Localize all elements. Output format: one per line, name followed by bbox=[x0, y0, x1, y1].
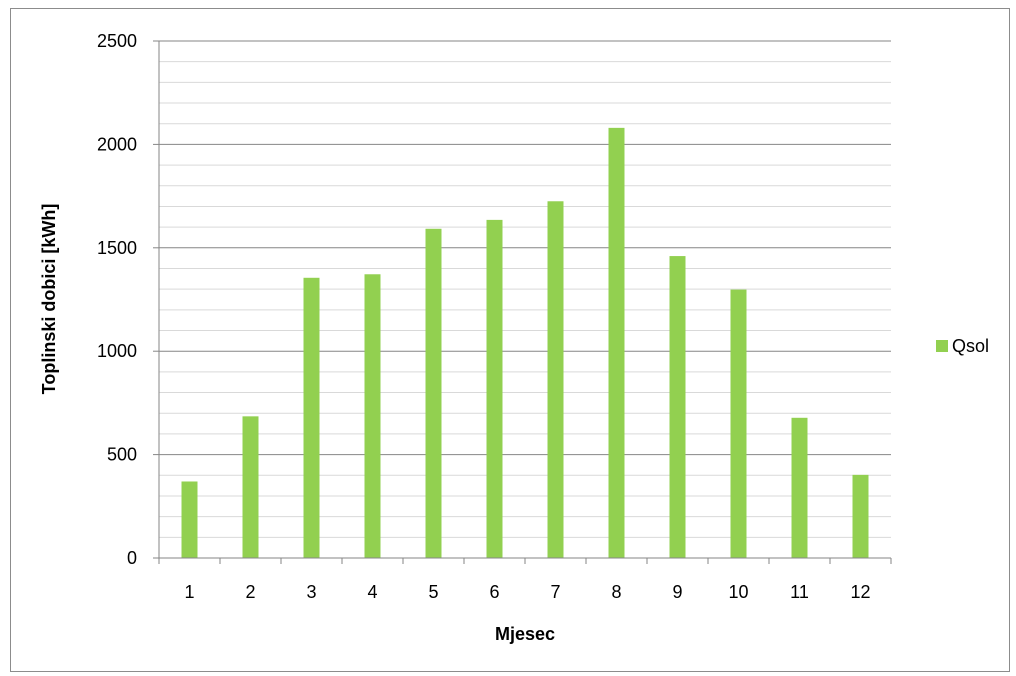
x-axis-title: Mjesec bbox=[495, 624, 555, 644]
bar-month-11 bbox=[791, 417, 808, 558]
bar-month-3 bbox=[303, 277, 320, 558]
y-axis-ticks: 0 500 1000 1500 2000 2500 bbox=[97, 31, 159, 568]
x-tick-label: 5 bbox=[428, 582, 438, 602]
legend: Qsol bbox=[936, 336, 989, 356]
bar-month-2 bbox=[242, 416, 259, 558]
legend-label: Qsol bbox=[952, 336, 989, 356]
x-tick-label: 12 bbox=[850, 582, 870, 602]
y-tick-label: 1000 bbox=[97, 341, 137, 361]
bar-month-5 bbox=[425, 228, 442, 558]
bar-month-7 bbox=[547, 201, 564, 558]
bar-month-1 bbox=[181, 481, 198, 558]
bar-month-12 bbox=[852, 474, 869, 558]
x-tick-label: 7 bbox=[550, 582, 560, 602]
x-tick-label: 3 bbox=[306, 582, 316, 602]
major-gridlines bbox=[159, 40, 891, 456]
x-tick-label: 11 bbox=[790, 582, 809, 602]
x-tick-label: 4 bbox=[367, 582, 377, 602]
x-tick-label: 8 bbox=[611, 582, 621, 602]
legend-swatch bbox=[936, 340, 948, 352]
bar-month-10 bbox=[730, 289, 747, 558]
minor-gridlines bbox=[159, 61, 891, 538]
x-axis-ticks: 1 2 3 4 5 6 7 8 9 10 11 12 bbox=[158, 558, 892, 602]
y-axis-title: Toplinski dobici [kWh] bbox=[39, 204, 59, 395]
y-tick-label: 2000 bbox=[97, 134, 137, 154]
chart-frame: 0 500 1000 1500 2000 2500 1 2 3 4 5 6 7 8 9 10 11 12 Mje… bbox=[10, 8, 1010, 672]
x-tick-label: 6 bbox=[489, 582, 499, 602]
bar-series bbox=[181, 127, 869, 558]
x-tick-label: 9 bbox=[672, 582, 682, 602]
x-tick-label: 1 bbox=[184, 582, 194, 602]
x-tick-label: 10 bbox=[728, 582, 748, 602]
x-tick-label: 2 bbox=[245, 582, 255, 602]
y-tick-label: 2500 bbox=[97, 31, 137, 51]
bar-month-8 bbox=[608, 127, 625, 558]
bar-month-4 bbox=[364, 274, 381, 558]
bar-month-6 bbox=[486, 219, 503, 558]
y-tick-label: 1500 bbox=[97, 238, 137, 258]
y-tick-label: 500 bbox=[107, 445, 137, 465]
y-tick-label: 0 bbox=[127, 548, 137, 568]
bar-month-9 bbox=[669, 256, 686, 558]
